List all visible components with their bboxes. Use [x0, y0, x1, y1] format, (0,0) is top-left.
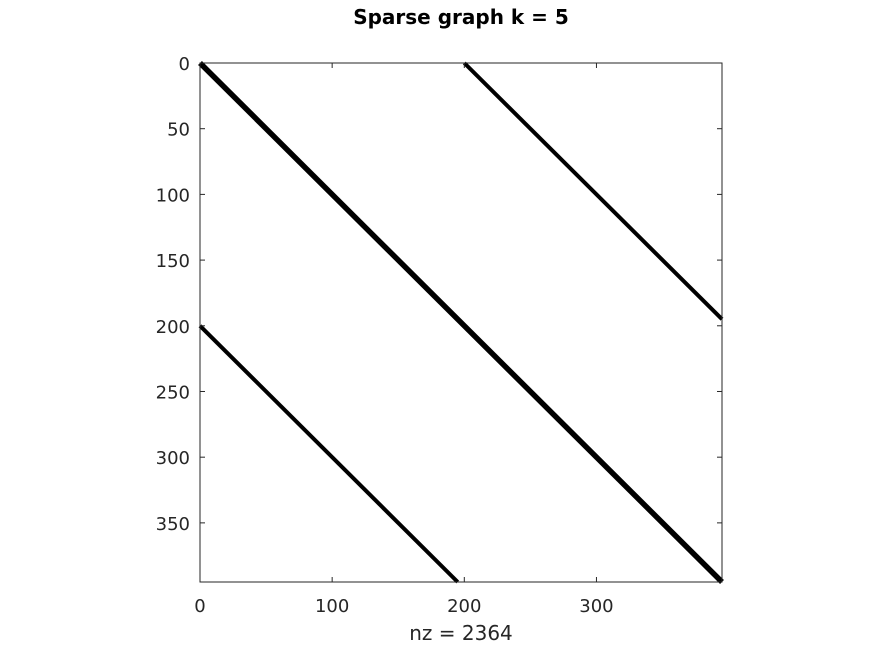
x-tick-label: 300	[579, 596, 613, 617]
x-axis: 0 100 200 300	[194, 63, 614, 617]
band-main-diagonal	[198, 61, 724, 584]
x-tick-label: 200	[447, 596, 481, 617]
band-upper-diagonal	[462, 61, 724, 321]
y-axis: 0 50 100 150 200 250 300 350	[156, 54, 722, 535]
y-tick-label: 300	[156, 448, 190, 469]
x-tick-label: 0	[194, 596, 205, 617]
plot-frame	[199, 62, 723, 583]
band-lower-diagonal	[198, 324, 460, 584]
chart-title: Sparse graph k = 5	[353, 5, 569, 29]
y-tick-label: 200	[156, 317, 190, 338]
x-axis-label: nz = 2364	[409, 621, 513, 645]
y-tick-label: 250	[156, 382, 190, 403]
y-tick-label: 0	[179, 54, 190, 75]
sparsity-bands	[198, 61, 724, 584]
y-tick-label: 150	[156, 251, 190, 272]
y-tick-label: 50	[167, 120, 190, 141]
y-tick-label: 350	[156, 514, 190, 535]
y-tick-label: 100	[156, 185, 190, 206]
x-tick-label: 100	[315, 596, 349, 617]
